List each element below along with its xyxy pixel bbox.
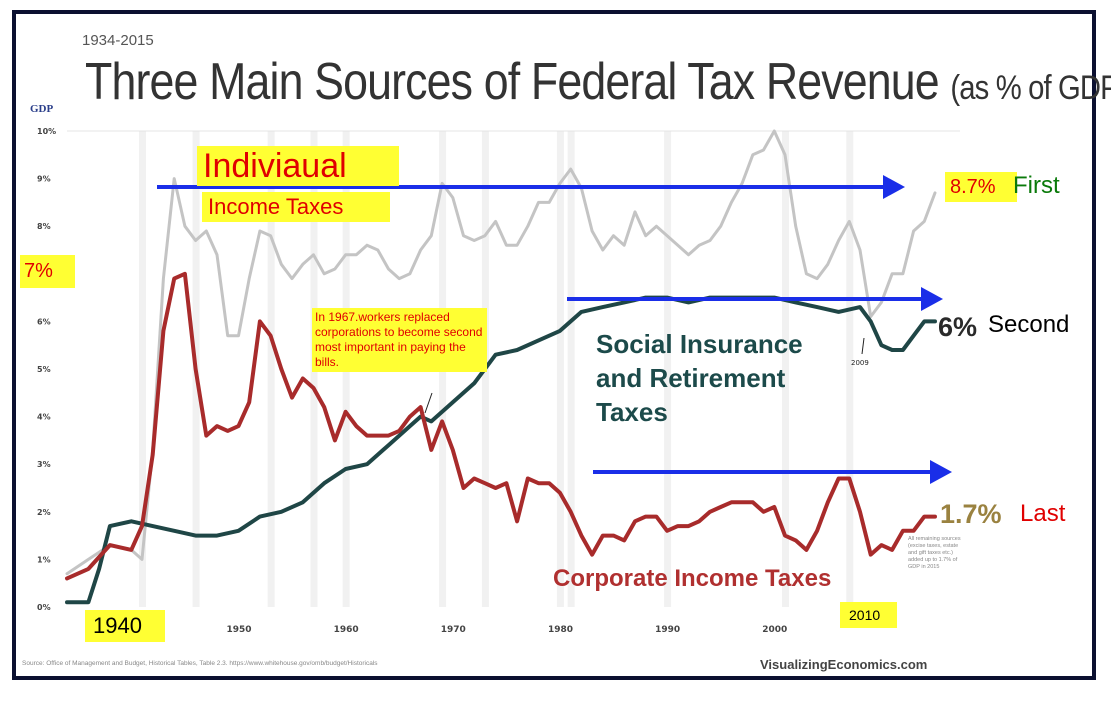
- series-line-corporate: [65, 271, 937, 581]
- x-tick-labels: 1950 1960 1970 1980 1990 2000: [226, 625, 787, 635]
- source-note: Source: Office of Management and Budget,…: [22, 660, 378, 667]
- annotation-1967-note: In 1967.workers replaced corporations to…: [312, 308, 487, 372]
- y-tick-label: 3%: [37, 460, 51, 469]
- x-tick-label: 1960: [334, 625, 359, 635]
- y-axis-unit-label: GDP: [30, 103, 54, 115]
- y-tick-label: 2%: [37, 508, 51, 517]
- x-tick-label: 1990: [655, 625, 680, 635]
- x-tick-label: 1980: [548, 625, 573, 635]
- label-corporate-income-taxes: Corporate Income Taxes: [553, 565, 832, 592]
- annotation-arrows: [157, 175, 952, 484]
- x-tick-label: 2000: [762, 625, 787, 635]
- annotation-individual: Indiviaual: [197, 146, 399, 186]
- y-tick-labels: 0%1%2%3%4%5%6%7%8%9%10%: [37, 127, 56, 612]
- label-last: Last: [1020, 500, 1066, 527]
- pointer-1967: [424, 392, 433, 414]
- label-2009: 2009: [851, 359, 869, 367]
- recession-band: [267, 131, 275, 607]
- annotation-income-taxes: Income Taxes: [202, 192, 390, 222]
- annotation-1940: 1940: [85, 610, 165, 642]
- y-tick-label: 6%: [37, 317, 51, 326]
- series-line-individual: [65, 129, 937, 576]
- y-tick-label: 4%: [37, 413, 51, 422]
- annotation-8-7-percent: 8.7%: [945, 172, 1017, 202]
- y-tick-label: 0%: [37, 603, 51, 612]
- recession-band: [781, 131, 789, 607]
- y-tick-label: 5%: [37, 365, 51, 374]
- recession-band: [567, 131, 575, 607]
- series-lines: [65, 129, 937, 605]
- x-tick-label: 1970: [441, 625, 466, 635]
- y-tick-label: 1%: [37, 555, 51, 564]
- chart-title: Three Main Sources of Federal Tax Revenu…: [85, 52, 1111, 112]
- annotation-6-percent: 6%: [938, 312, 978, 342]
- x-tick-label: 1950: [226, 625, 251, 635]
- pointer-2009: [861, 337, 865, 355]
- recession-band: [139, 131, 147, 607]
- brand-logo: VisualizingEconomics.com: [760, 657, 928, 672]
- annotation-1-7-percent: 1.7%: [940, 499, 1002, 529]
- label-first: First: [1013, 172, 1060, 199]
- arrow-social: [567, 287, 943, 311]
- series-line-social: [65, 295, 937, 605]
- y-tick-label: 10%: [37, 127, 56, 136]
- y-tick-label: 9%: [37, 175, 51, 184]
- label-second: Second: [988, 311, 1070, 338]
- arrow-individual: [157, 175, 905, 199]
- recession-band: [556, 131, 564, 607]
- annotation-7-percent: 7%: [20, 255, 75, 288]
- annotation-2010: 2010: [840, 602, 897, 628]
- title-subtitle: (as % of GDP): [950, 69, 1111, 107]
- year-range: 1934-2015: [82, 32, 154, 49]
- side-note: All remaining sources (excise taxes, est…: [908, 536, 961, 570]
- y-tick-label: 8%: [37, 222, 51, 231]
- recession-band: [846, 131, 854, 607]
- arrow-corporate: [593, 460, 952, 484]
- recession-band: [664, 131, 672, 607]
- label-social-insurance: Social Insurance and Retirement Taxes: [596, 329, 803, 427]
- title-main: Three Main Sources of Federal Tax Revenu…: [85, 53, 940, 111]
